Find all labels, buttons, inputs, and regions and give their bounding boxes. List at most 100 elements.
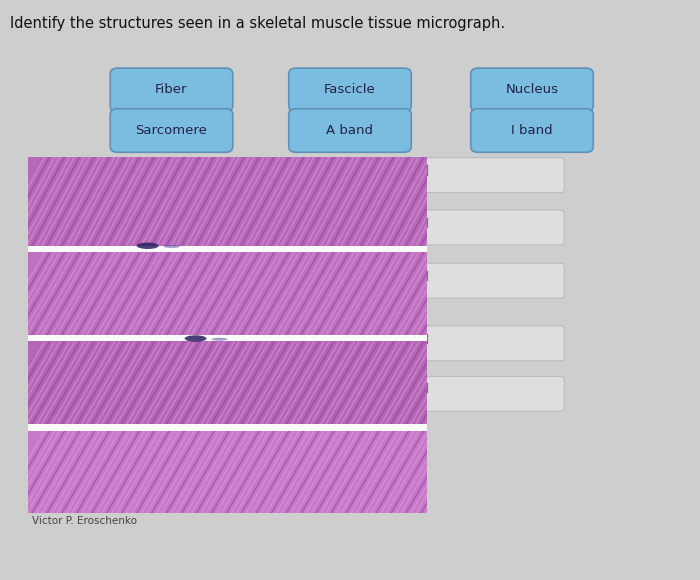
Bar [28, 335, 427, 342]
Polygon shape [365, 430, 415, 513]
Polygon shape [405, 252, 455, 335]
Polygon shape [166, 252, 216, 335]
Polygon shape [150, 342, 200, 424]
Polygon shape [16, 342, 66, 424]
Polygon shape [275, 430, 325, 513]
Polygon shape [36, 157, 85, 246]
Polygon shape [195, 157, 245, 246]
Polygon shape [370, 252, 420, 335]
Polygon shape [176, 157, 225, 246]
Polygon shape [195, 252, 245, 335]
Polygon shape [410, 342, 460, 424]
Polygon shape [21, 342, 71, 424]
Polygon shape [410, 430, 460, 513]
Text: Identify the structures seen in a skeletal muscle tissue micrograph.: Identify the structures seen in a skelet… [10, 16, 505, 31]
Polygon shape [155, 157, 205, 246]
Polygon shape [230, 157, 280, 246]
Polygon shape [260, 157, 310, 246]
Text: Nucleus: Nucleus [505, 84, 559, 96]
Polygon shape [51, 430, 101, 513]
Polygon shape [220, 342, 270, 424]
Polygon shape [16, 252, 66, 335]
Polygon shape [161, 252, 210, 335]
Polygon shape [131, 157, 181, 246]
Polygon shape [16, 430, 66, 513]
Polygon shape [101, 430, 150, 513]
Polygon shape [21, 157, 71, 246]
Polygon shape [326, 430, 375, 513]
Polygon shape [220, 252, 270, 335]
Polygon shape [61, 157, 111, 246]
Polygon shape [91, 252, 141, 335]
Polygon shape [350, 157, 400, 246]
Polygon shape [126, 430, 176, 513]
Polygon shape [385, 342, 435, 424]
Polygon shape [405, 157, 455, 246]
Bar [28, 157, 427, 246]
Ellipse shape [211, 338, 228, 340]
Polygon shape [36, 252, 85, 335]
Polygon shape [290, 342, 340, 424]
Polygon shape [131, 252, 181, 335]
Polygon shape [61, 430, 111, 513]
Polygon shape [206, 430, 256, 513]
Polygon shape [420, 157, 470, 246]
Polygon shape [66, 342, 116, 424]
Polygon shape [51, 342, 101, 424]
Polygon shape [330, 157, 380, 246]
Polygon shape [241, 157, 290, 246]
FancyBboxPatch shape [419, 158, 564, 193]
Polygon shape [230, 430, 280, 513]
Polygon shape [225, 252, 275, 335]
Polygon shape [270, 430, 320, 513]
Polygon shape [270, 342, 320, 424]
Polygon shape [430, 430, 480, 513]
Polygon shape [335, 430, 385, 513]
Polygon shape [26, 252, 76, 335]
Polygon shape [146, 157, 195, 246]
Polygon shape [81, 430, 130, 513]
Polygon shape [211, 342, 260, 424]
Polygon shape [256, 430, 305, 513]
Polygon shape [415, 430, 465, 513]
Polygon shape [405, 430, 455, 513]
Polygon shape [230, 252, 280, 335]
Polygon shape [121, 252, 170, 335]
Polygon shape [206, 342, 256, 424]
Polygon shape [86, 342, 136, 424]
Polygon shape [216, 252, 265, 335]
Polygon shape [41, 252, 90, 335]
Polygon shape [181, 252, 230, 335]
Polygon shape [415, 157, 465, 246]
Polygon shape [146, 252, 195, 335]
Polygon shape [181, 157, 230, 246]
Polygon shape [136, 430, 186, 513]
Polygon shape [281, 342, 330, 424]
Polygon shape [41, 430, 90, 513]
Polygon shape [305, 252, 355, 335]
Polygon shape [321, 430, 370, 513]
Polygon shape [176, 430, 225, 513]
Polygon shape [211, 430, 260, 513]
Polygon shape [395, 157, 444, 246]
Polygon shape [106, 430, 155, 513]
Polygon shape [321, 342, 370, 424]
Polygon shape [300, 342, 350, 424]
Polygon shape [81, 157, 130, 246]
Polygon shape [225, 157, 275, 246]
Polygon shape [256, 342, 305, 424]
Polygon shape [405, 342, 455, 424]
Polygon shape [6, 430, 56, 513]
Polygon shape [56, 342, 106, 424]
FancyBboxPatch shape [288, 109, 411, 152]
Polygon shape [315, 252, 365, 335]
Polygon shape [136, 252, 186, 335]
FancyBboxPatch shape [419, 326, 564, 361]
Polygon shape [300, 157, 350, 246]
Polygon shape [76, 430, 125, 513]
Polygon shape [335, 252, 385, 335]
Polygon shape [225, 430, 275, 513]
Polygon shape [375, 430, 425, 513]
Polygon shape [166, 430, 216, 513]
Polygon shape [216, 157, 265, 246]
